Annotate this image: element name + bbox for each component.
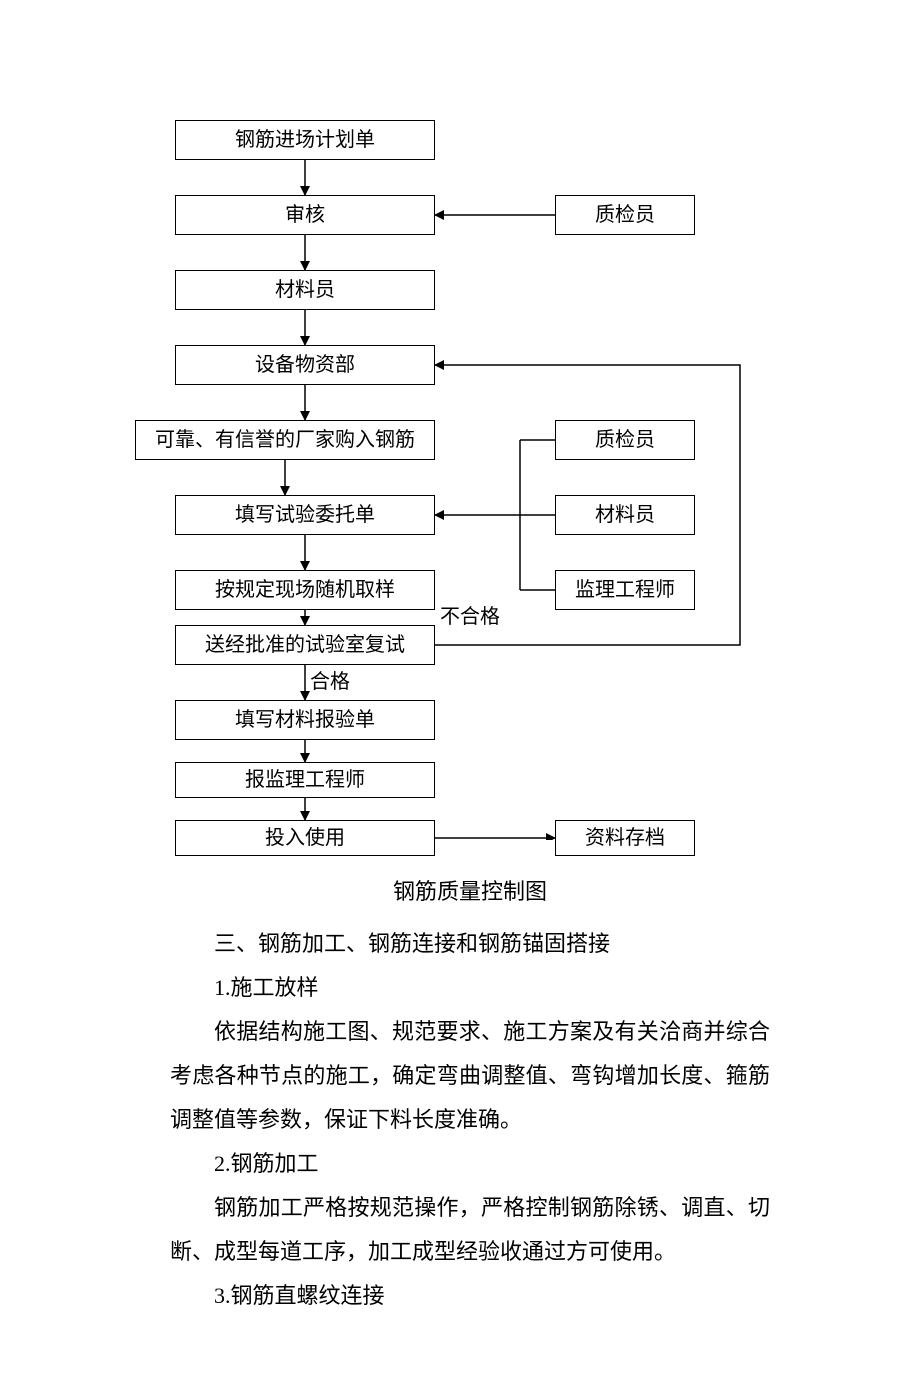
section-heading: 三、钢筋加工、钢筋连接和钢筋锚固搭接 [170, 922, 770, 966]
flowchart-node-n9: 填写材料报验单 [175, 700, 435, 740]
flowchart-node-r4: 监理工程师 [555, 570, 695, 610]
flowchart-node-n6: 填写试验委托单 [175, 495, 435, 535]
figure-caption: 钢筋质量控制图 [170, 870, 770, 914]
flowchart-node-r3: 材料员 [555, 495, 695, 535]
flowchart-edge-label: 不合格 [440, 600, 500, 629]
flowchart-node-n7: 按规定现场随机取样 [175, 570, 435, 610]
paragraph-2: 钢筋加工严格按规范操作，严格控制钢筋除锈、调直、切断、成型每道工序，加工成型经验… [170, 1186, 770, 1274]
subheading-3: 3.钢筋直螺纹连接 [170, 1274, 770, 1318]
flowchart-node-n1: 钢筋进场计划单 [175, 120, 435, 160]
flowchart-node-n5: 可靠、有信誉的厂家购入钢筋 [135, 420, 435, 460]
flowchart-edge-label: 合格 [310, 665, 350, 694]
flowchart-node-n3: 材料员 [175, 270, 435, 310]
flowchart-node-n10: 报监理工程师 [175, 762, 435, 798]
flowchart-node-n11: 投入使用 [175, 820, 435, 856]
flowchart-node-n8: 送经批准的试验室复试 [175, 625, 435, 665]
flowchart-node-n4: 设备物资部 [175, 345, 435, 385]
flowchart-node-n2: 审核 [175, 195, 435, 235]
flowchart-container: 钢筋进场计划单审核材料员设备物资部可靠、有信誉的厂家购入钢筋填写试验委托单按规定… [0, 0, 920, 840]
flowchart-node-r1: 质检员 [555, 195, 695, 235]
subheading-1: 1.施工放样 [170, 966, 770, 1010]
flowchart-node-r5: 资料存档 [555, 820, 695, 856]
flowchart-node-r2: 质检员 [555, 420, 695, 460]
paragraph-1: 依据结构施工图、规范要求、施工方案及有关洽商并综合考虑各种节点的施工，确定弯曲调… [170, 1010, 770, 1142]
subheading-2: 2.钢筋加工 [170, 1142, 770, 1186]
